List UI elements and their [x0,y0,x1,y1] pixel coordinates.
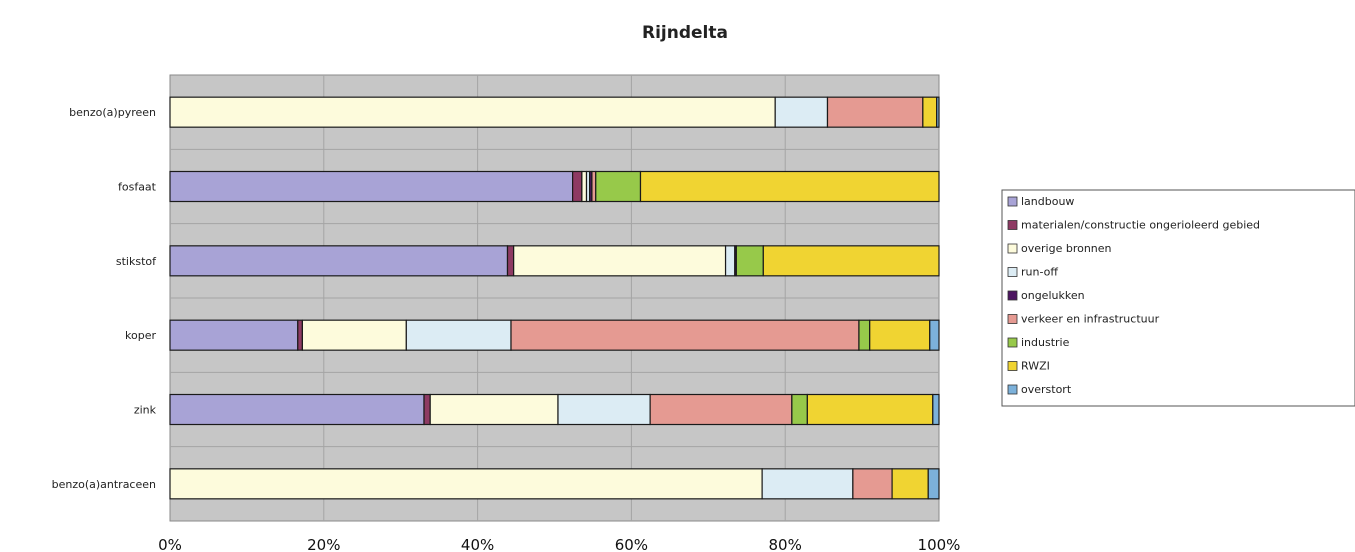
bar-segment [595,170,642,203]
legend-label: ongelukken [1021,289,1085,302]
legend-label: industrie [1021,336,1070,349]
legend-swatch [1007,384,1018,395]
bar-segment [774,96,829,128]
legend-swatch [1007,314,1018,324]
bar-segment [826,96,924,128]
category-label: zink [134,404,157,417]
bar-segment [932,393,940,426]
bar-segment [572,170,583,203]
bar-segment [301,319,407,351]
bar-segment [929,319,940,351]
gridlines [170,75,939,521]
legend-label: landbouw [1021,195,1074,208]
bar-segment [922,96,938,128]
bar-segment [639,170,940,203]
bar-segment [581,170,588,203]
bar-segment [724,245,736,277]
bar-segment [423,393,431,426]
bar-segment [761,468,854,500]
x-tick-labels: 0% 20% 40% 60% 80% 100% [158,536,960,552]
x-tick-label: 20% [307,536,340,552]
bars [169,96,940,500]
bar-segment [169,96,776,128]
legend-label: materialen/constructie ongerioleerd gebi… [1021,219,1260,232]
bar-segment [429,393,559,426]
category-labels: benzo(a)pyreen fosfaat stikstof koper zink be… [52,106,158,491]
legend-label: run-off [1021,266,1058,279]
legend-label: overstort [1021,383,1072,396]
legend-swatch [1007,337,1018,348]
category-label: koper [125,329,156,342]
legend-label: RWZI [1021,360,1050,373]
bar-segment [297,319,304,351]
bar-segment [169,319,299,351]
bar-segment [557,393,651,426]
category-label: stikstof [116,255,157,268]
legend-box [1001,189,1355,407]
bar-segment [169,393,425,426]
legend-label: verkeer en infrastructuur [1021,313,1160,326]
x-tick-label: 0% [158,536,182,552]
legend-swatch [1007,267,1018,277]
bar-segment [169,245,509,277]
x-tick-label: 100% [918,536,961,552]
bar-segment [762,245,940,277]
bar-segment [806,393,934,426]
category-label: benzo(a)antraceen [52,478,156,491]
category-label: benzo(a)pyreen [69,106,156,119]
bar-segment [169,468,763,500]
x-tick-label: 40% [461,536,494,552]
x-tick-label: 60% [615,536,648,552]
bar-segment [869,319,931,351]
bar-segment [405,319,512,351]
bar-segment [513,245,727,277]
legend-swatch [1007,196,1018,207]
chart-title: Rijndelta [642,23,728,43]
legend-swatch [1007,290,1018,301]
bar-segment [791,393,808,426]
bar-segment [936,96,940,128]
legend-swatch [1007,361,1018,371]
category-label: fosfaat [118,181,157,194]
legend-label: overige bronnen [1021,242,1112,255]
bar-segment [735,245,764,277]
legend-swatch [1007,243,1018,254]
bar-segment [649,393,793,426]
bar-segment [891,468,929,500]
bar-segment [506,245,515,277]
bar-segment [858,319,871,351]
bar-segment [169,170,574,203]
legend-swatch [1007,220,1018,230]
x-tick-label: 80% [769,536,802,552]
bar-segment [510,319,860,351]
bar-segment [927,468,940,500]
bar-segment [852,468,893,500]
legend: landbouw materialen/constructie ongeriole… [1007,195,1260,396]
